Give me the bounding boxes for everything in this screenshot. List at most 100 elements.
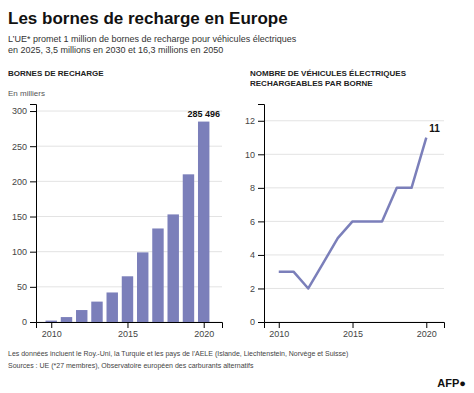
tick-label: 10 xyxy=(245,150,255,160)
tick-mark xyxy=(127,322,128,328)
tick: 150 xyxy=(12,212,36,222)
tick-label: 2010 xyxy=(269,329,289,339)
tick-label: 100 xyxy=(12,247,27,257)
tick-label: 300 xyxy=(12,106,27,116)
grid xyxy=(264,121,444,322)
tick: 12 xyxy=(245,116,264,126)
tick-label: 2 xyxy=(250,284,255,294)
grid-line xyxy=(264,254,444,255)
tick-mark xyxy=(30,217,36,218)
tick-mark xyxy=(30,146,36,147)
tick: 2015 xyxy=(118,322,138,339)
tick-label: 12 xyxy=(245,116,255,126)
grid-line xyxy=(264,187,444,188)
bar xyxy=(91,302,102,322)
text-line: en 2025, 3,5 millions en 2030 et 16,3 mi… xyxy=(8,45,223,55)
tick: 2 xyxy=(250,284,264,294)
tick-label: 2015 xyxy=(118,329,138,339)
tick-mark xyxy=(30,252,36,253)
y-axis: 0 50 100 150 200 250 300 xyxy=(12,105,37,328)
tick-label: 150 xyxy=(12,212,27,222)
tick: 0 xyxy=(250,317,264,327)
tick-mark xyxy=(258,121,264,122)
tick-mark xyxy=(258,322,264,323)
tick: 2015 xyxy=(343,322,363,339)
tick: 50 xyxy=(17,282,36,292)
tick: 100 xyxy=(12,247,36,257)
tick-mark xyxy=(353,322,354,328)
tick-mark xyxy=(258,255,264,256)
tick-mark xyxy=(30,322,36,323)
tick-mark xyxy=(30,287,36,288)
tick-label: 200 xyxy=(12,177,27,187)
tick: 10 xyxy=(245,150,264,160)
bar xyxy=(122,276,133,322)
tick-mark xyxy=(30,111,36,112)
tick: 8 xyxy=(250,183,264,193)
grid-line xyxy=(264,288,444,289)
bar xyxy=(167,214,178,322)
bar xyxy=(183,174,194,322)
tick-mark xyxy=(258,154,264,155)
bar xyxy=(76,310,87,322)
credit: AFP● xyxy=(437,377,466,389)
annotation: 11 xyxy=(429,123,440,134)
tick: 200 xyxy=(12,177,36,187)
axis-line xyxy=(30,105,37,323)
bar xyxy=(152,228,163,322)
tick-mark xyxy=(258,288,264,289)
tick-mark xyxy=(426,322,427,328)
tick-label: 2020 xyxy=(194,329,214,339)
footnote: Les données incluent le Roy.-Uni, la Tur… xyxy=(8,350,348,358)
tick: 250 xyxy=(12,142,36,152)
chart: BORNES DE RECHARGE En milliers 2010 2015 202… xyxy=(8,69,223,339)
bar xyxy=(137,252,148,322)
tick-mark xyxy=(51,322,52,328)
bar xyxy=(61,317,72,322)
axis-label: En milliers xyxy=(8,89,45,98)
y-axis: 0 2 4 6 8 10 12 xyxy=(245,105,265,328)
tick-label: 50 xyxy=(17,282,27,292)
tick-mark xyxy=(204,322,205,328)
tick-mark xyxy=(279,322,280,328)
tick: 2010 xyxy=(42,322,62,339)
tick-label: 0 xyxy=(250,317,255,327)
tick: 300 xyxy=(12,106,36,116)
tick-label: 8 xyxy=(250,183,255,193)
tick-label: 4 xyxy=(250,250,255,260)
x-axis: 2010 2015 2020 xyxy=(37,322,223,339)
grid-line xyxy=(264,120,444,121)
plot-area xyxy=(279,138,427,289)
text-line: BORNES DE RECHARGE xyxy=(8,69,104,78)
tick: 2020 xyxy=(194,322,214,339)
chart-canvas: Les bornes de recharge en Europe L’UE* pr… xyxy=(0,0,474,393)
axis-line xyxy=(265,323,445,329)
bar xyxy=(46,321,57,322)
line xyxy=(279,138,427,289)
footnote: Sources : UE (*27 membres), Observatoire… xyxy=(8,362,254,370)
tick: 4 xyxy=(250,250,264,260)
tick: 2010 xyxy=(269,322,289,339)
tick: 0 xyxy=(22,317,36,327)
bar xyxy=(198,122,209,322)
tick-mark xyxy=(258,188,264,189)
tick-label: 6 xyxy=(250,217,255,227)
plot-area xyxy=(46,122,210,322)
chart-title: BORNES DE RECHARGE xyxy=(8,69,104,78)
text-line: NOMBRE DE VÉHICULES ÉLECTRIQUES xyxy=(250,69,407,78)
text-line: L’UE* promet 1 million de bornes de rech… xyxy=(8,34,297,44)
tick-mark xyxy=(258,221,264,222)
tick-mark xyxy=(30,181,36,182)
title: Les bornes de recharge en Europe xyxy=(8,9,288,28)
tick-label: 2010 xyxy=(42,329,62,339)
text-line: RECHARGEABLES PAR BORNE xyxy=(250,79,373,88)
chart-title: NOMBRE DE VÉHICULES ÉLECTRIQUESRECHARGEA… xyxy=(250,69,407,88)
tick-label: 2020 xyxy=(417,329,437,339)
subtitle: L’UE* promet 1 million de bornes de rech… xyxy=(8,34,297,55)
tick-label: 250 xyxy=(12,142,27,152)
axis-line xyxy=(37,323,223,329)
grid-line xyxy=(264,154,444,155)
grid-line xyxy=(36,146,222,147)
annotation: 285 496 xyxy=(187,109,220,119)
tick-label: 2015 xyxy=(343,329,363,339)
